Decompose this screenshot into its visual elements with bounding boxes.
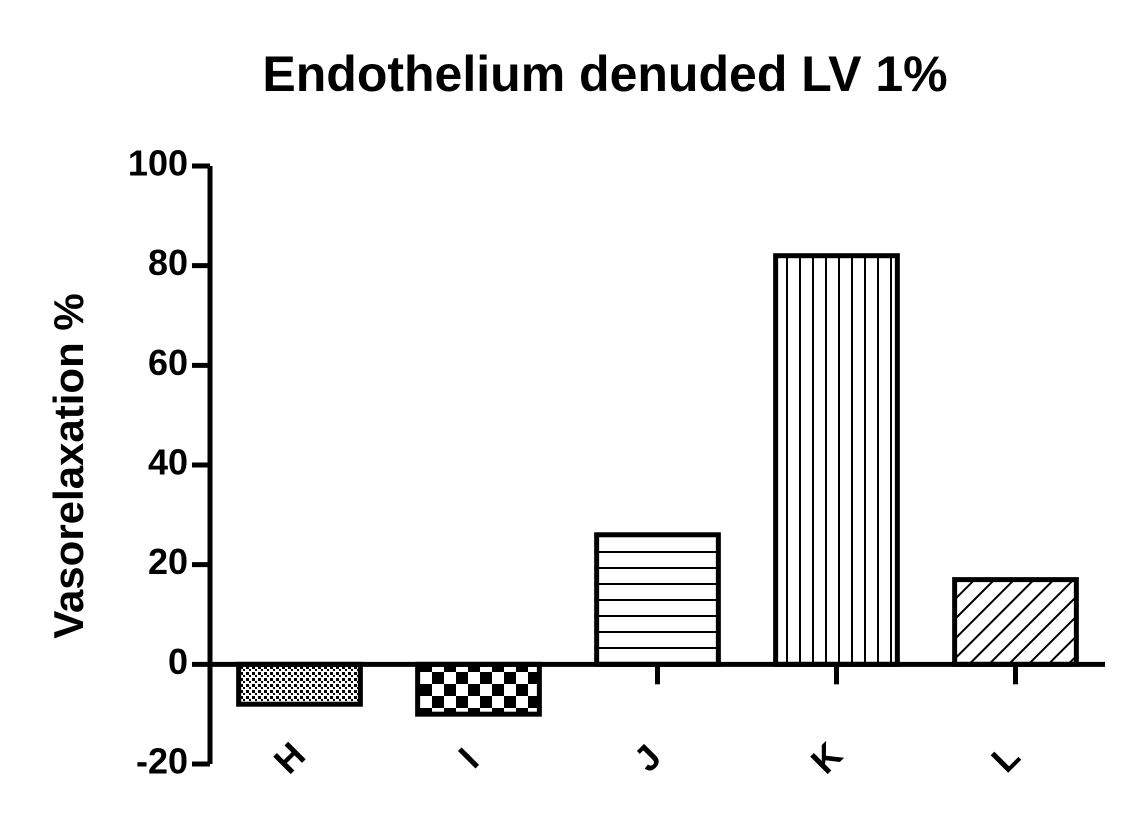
x-tick-label: I	[450, 740, 486, 776]
y-tick-label: 40	[148, 442, 188, 483]
bar	[236, 661, 363, 707]
bar	[594, 532, 721, 667]
x-tick-label: H	[266, 734, 313, 781]
y-tick-label: 100	[128, 143, 188, 184]
y-tick-label: 20	[148, 541, 188, 582]
x-tick-label: K	[803, 734, 850, 781]
bar	[773, 253, 900, 667]
y-tick-label: 80	[148, 242, 188, 283]
bar	[952, 577, 1079, 667]
x-tick-label: J	[626, 736, 669, 779]
y-tick-label: 0	[168, 641, 188, 682]
y-tick-label: 60	[148, 342, 188, 383]
y-tick-label: -20	[136, 741, 188, 782]
y-axis-label: Vasorelaxation %	[45, 293, 92, 639]
bar	[415, 661, 542, 717]
chart-title: Endothelium denuded LV 1%	[262, 46, 947, 102]
x-tick-label: L	[983, 736, 1028, 781]
